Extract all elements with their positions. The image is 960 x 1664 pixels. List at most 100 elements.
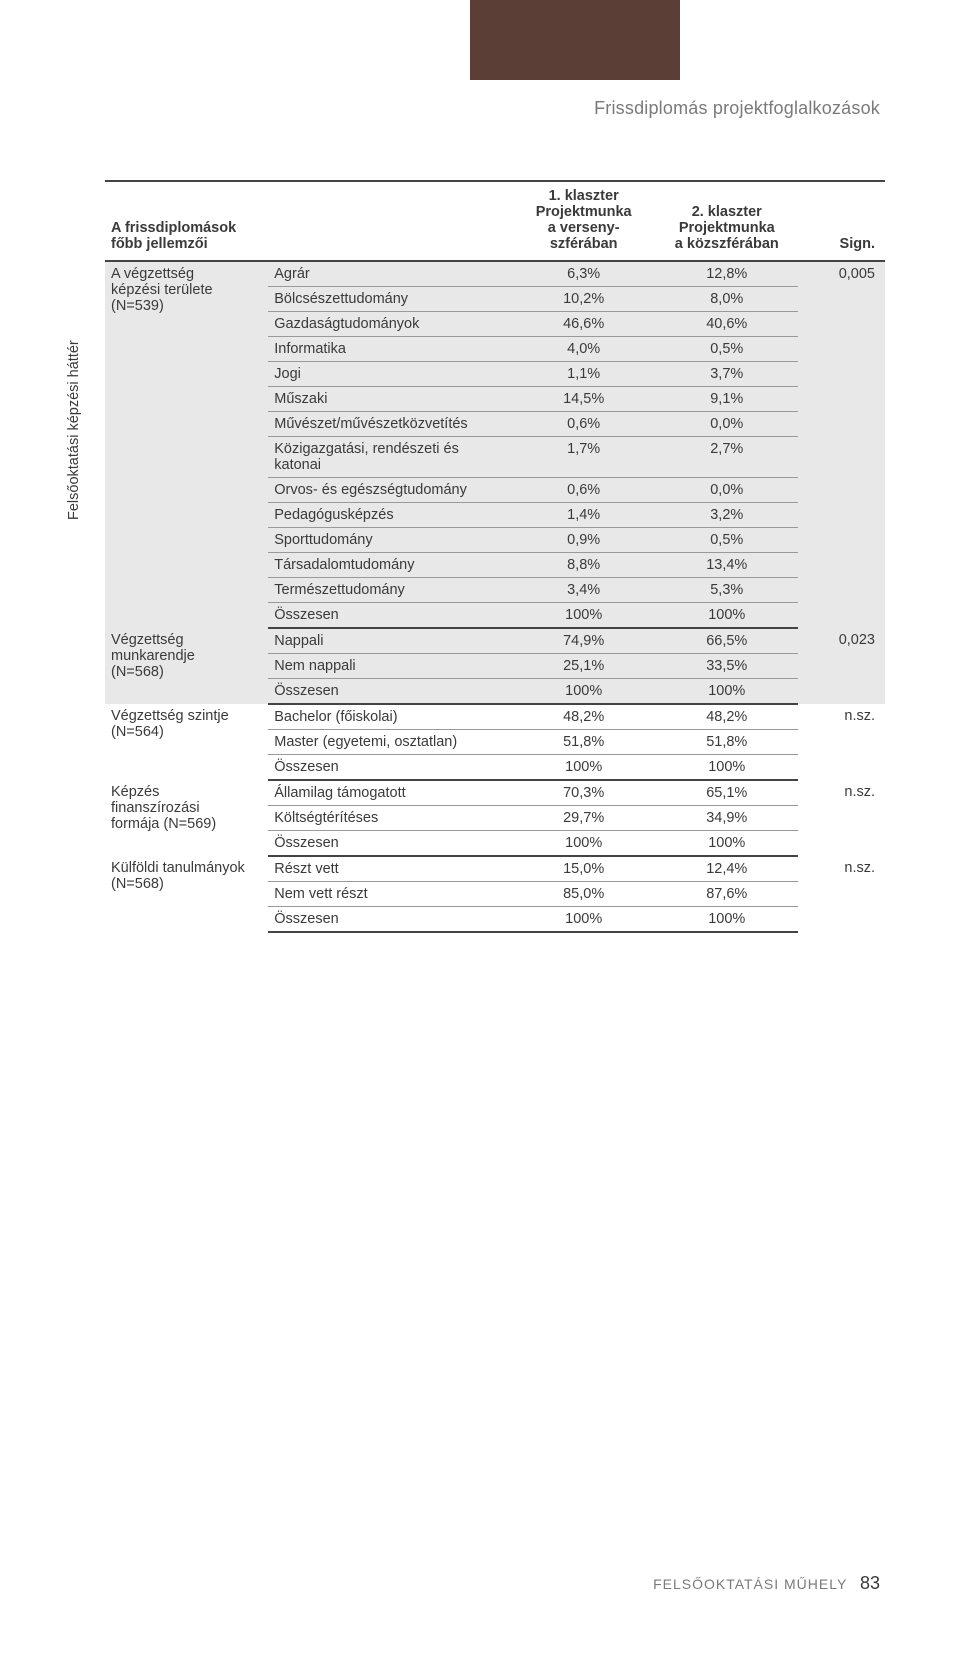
row-name: Nem nappali [268, 654, 512, 679]
value-cluster2: 8,0% [655, 287, 798, 312]
col-header-sign: Sign. [798, 181, 885, 261]
value-cluster2: 40,6% [655, 312, 798, 337]
value-cluster1: 0,6% [512, 412, 655, 437]
value-cluster2: 0,0% [655, 478, 798, 503]
value-cluster2: 0,5% [655, 337, 798, 362]
value-cluster1: 85,0% [512, 882, 655, 907]
value-cluster1: 0,6% [512, 478, 655, 503]
value-cluster1: 8,8% [512, 553, 655, 578]
group-label: A végzettségképzési területe(N=539) [105, 261, 268, 628]
table-row: A végzettségképzési területe(N=539)Agrár… [105, 261, 885, 287]
row-name: Összesen [268, 679, 512, 705]
value-cluster2: 100% [655, 603, 798, 629]
value-cluster1: 51,8% [512, 730, 655, 755]
sign-value: n.sz. [798, 856, 885, 932]
row-name: Gazdaságtudományok [268, 312, 512, 337]
value-cluster1: 0,9% [512, 528, 655, 553]
sign-value: n.sz. [798, 704, 885, 780]
value-cluster1: 100% [512, 679, 655, 705]
value-cluster1: 100% [512, 831, 655, 857]
main-table: A frissdiplomások főbb jellemzői 1. klas… [105, 180, 885, 933]
row-name: Összesen [268, 755, 512, 781]
page: Frissdiplomás projektfoglalkozások Felső… [0, 0, 960, 1664]
page-number: 83 [860, 1573, 880, 1593]
col-header-text: a verseny- [548, 220, 620, 236]
value-cluster2: 100% [655, 831, 798, 857]
row-name: Természettudomány [268, 578, 512, 603]
row-name: Sporttudomány [268, 528, 512, 553]
table-row: Végzettség szintje(N=564)Bachelor (főisk… [105, 704, 885, 730]
value-cluster1: 25,1% [512, 654, 655, 679]
col-header-text: Projektmunka [679, 220, 775, 236]
value-cluster1: 15,0% [512, 856, 655, 882]
value-cluster1: 1,7% [512, 437, 655, 478]
group-label: Külföldi tanulmányok(N=568) [105, 856, 268, 932]
group-label: Végzettség szintje(N=564) [105, 704, 268, 780]
value-cluster1: 100% [512, 907, 655, 933]
value-cluster1: 100% [512, 755, 655, 781]
value-cluster2: 2,7% [655, 437, 798, 478]
value-cluster2: 13,4% [655, 553, 798, 578]
footer-text: FELSŐOKTATÁSI MŰHELY [653, 1576, 847, 1592]
value-cluster2: 0,5% [655, 528, 798, 553]
row-name: Társadalomtudomány [268, 553, 512, 578]
value-cluster2: 5,3% [655, 578, 798, 603]
value-cluster2: 34,9% [655, 806, 798, 831]
col-header-cluster1: 1. klaszter Projektmunka a verseny- szfé… [512, 181, 655, 261]
table-row: Képzésfinanszírozásiformája (N=569)Állam… [105, 780, 885, 806]
page-footer: FELSŐOKTATÁSI MŰHELY 83 [653, 1573, 880, 1594]
col-header-text: szférában [550, 236, 618, 252]
value-cluster2: 3,7% [655, 362, 798, 387]
row-name: Műszaki [268, 387, 512, 412]
col-header-text: Projektmunka [536, 204, 632, 220]
value-cluster1: 14,5% [512, 387, 655, 412]
col-header-description: A frissdiplomások főbb jellemzői [105, 181, 268, 261]
col-header-text: 1. klaszter [549, 188, 619, 204]
row-name: Master (egyetemi, osztatlan) [268, 730, 512, 755]
value-cluster2: 100% [655, 907, 798, 933]
vertical-axis-label: Felsőoktatási képzési háttér [66, 340, 82, 520]
row-name: Államilag támogatott [268, 780, 512, 806]
col-header-text: 2. klaszter [692, 204, 762, 220]
value-cluster1: 1,1% [512, 362, 655, 387]
row-name: Bachelor (főiskolai) [268, 704, 512, 730]
row-name: Összesen [268, 907, 512, 933]
row-name: Költségtérítéses [268, 806, 512, 831]
value-cluster2: 51,8% [655, 730, 798, 755]
value-cluster2: 0,0% [655, 412, 798, 437]
sign-value: 0,005 [798, 261, 885, 628]
row-name: Agrár [268, 261, 512, 287]
value-cluster2: 48,2% [655, 704, 798, 730]
value-cluster2: 87,6% [655, 882, 798, 907]
col-header-empty [268, 181, 512, 261]
value-cluster1: 10,2% [512, 287, 655, 312]
value-cluster1: 4,0% [512, 337, 655, 362]
row-name: Bölcsészettudomány [268, 287, 512, 312]
value-cluster2: 12,8% [655, 261, 798, 287]
row-name: Pedagógusképzés [268, 503, 512, 528]
value-cluster1: 6,3% [512, 261, 655, 287]
row-name: Összesen [268, 603, 512, 629]
row-name: Nem vett részt [268, 882, 512, 907]
row-name: Közigazgatási, rendészeti és katonai [268, 437, 512, 478]
value-cluster2: 33,5% [655, 654, 798, 679]
value-cluster2: 12,4% [655, 856, 798, 882]
row-name: Összesen [268, 831, 512, 857]
row-name: Részt vett [268, 856, 512, 882]
row-name: Jogi [268, 362, 512, 387]
table-header-row: A frissdiplomások főbb jellemzői 1. klas… [105, 181, 885, 261]
value-cluster2: 100% [655, 755, 798, 781]
page-section-title: Frissdiplomás projektfoglalkozások [594, 98, 880, 119]
value-cluster1: 1,4% [512, 503, 655, 528]
value-cluster2: 100% [655, 679, 798, 705]
header-color-block [470, 0, 680, 80]
group-label: Végzettségmunkarendje(N=568) [105, 628, 268, 704]
value-cluster1: 29,7% [512, 806, 655, 831]
table-row: Végzettségmunkarendje(N=568)Nappali74,9%… [105, 628, 885, 654]
value-cluster1: 74,9% [512, 628, 655, 654]
table-row: Külföldi tanulmányok(N=568)Részt vett15,… [105, 856, 885, 882]
value-cluster1: 70,3% [512, 780, 655, 806]
row-name: Nappali [268, 628, 512, 654]
value-cluster1: 48,2% [512, 704, 655, 730]
value-cluster1: 100% [512, 603, 655, 629]
